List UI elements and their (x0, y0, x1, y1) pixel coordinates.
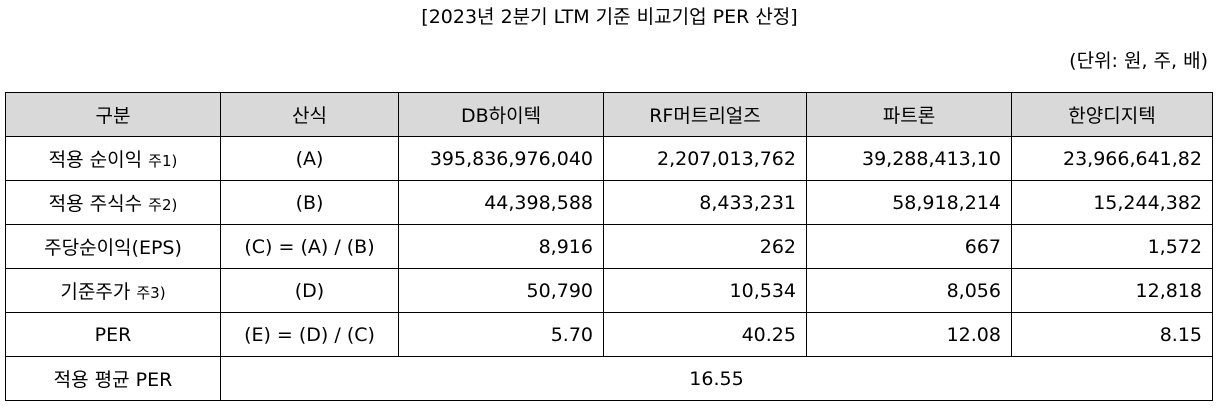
unit-note: (단위: 원, 주, 배) (1069, 50, 1208, 72)
row-label-cell: 주당순이익(EPS) (5, 224, 221, 269)
value-cell: 50,790 (398, 268, 604, 313)
formula-cell: (C) = (A) / (B) (220, 224, 399, 269)
value-cell: 1,572 (1011, 224, 1213, 269)
value-cell: 8,916 (398, 224, 604, 269)
value-cell: 395,836,976,040 (398, 136, 604, 181)
header-cell: 파트론 (806, 92, 1012, 137)
header-cell: RF머트리얼즈 (603, 92, 807, 137)
summary-label: 적용 평균 PER (5, 356, 221, 401)
value-cell: 23,966,641,82 (1011, 136, 1213, 181)
table-title: [2023년 2분기 LTM 기준 비교기업 PER 산정] (421, 6, 798, 28)
table-row: 기준주가 주3) (D) 50,790 10,534 8,056 12,818 (5, 268, 1213, 313)
value-cell: 667 (806, 224, 1012, 269)
table-header-row: 구분 산식 DB하이텍 RF머트리얼즈 파트론 한양디지텍 (5, 92, 1213, 137)
value-cell: 2,207,013,762 (603, 136, 807, 181)
value-cell: 15,244,382 (1011, 180, 1213, 225)
summary-row: 적용 평균 PER 16.55 (5, 356, 1213, 401)
table-row: 적용 순이익 주1) (A) 395,836,976,040 2,207,013… (5, 136, 1213, 181)
row-label: 적용 주식수 (48, 193, 143, 215)
value-cell: 10,534 (603, 268, 807, 313)
value-cell: 8,056 (806, 268, 1012, 313)
value-cell: 5.70 (398, 312, 604, 357)
formula-cell: (A) (220, 136, 399, 181)
row-label-cell: 적용 주식수 주2) (5, 180, 221, 225)
summary-value: 16.55 (220, 356, 1213, 401)
value-cell: 8,433,231 (603, 180, 807, 225)
value-cell: 39,288,413,10 (806, 136, 1012, 181)
value-cell: 58,918,214 (806, 180, 1012, 225)
table-row: 적용 주식수 주2) (B) 44,398,588 8,433,231 58,9… (5, 180, 1213, 225)
value-cell: 44,398,588 (398, 180, 604, 225)
row-label: 적용 순이익 (48, 149, 143, 171)
row-label-cell: 적용 순이익 주1) (5, 136, 221, 181)
table-row: 주당순이익(EPS) (C) = (A) / (B) 8,916 262 667… (5, 224, 1213, 269)
value-cell: 12.08 (806, 312, 1012, 357)
value-cell: 8.15 (1011, 312, 1213, 357)
row-label-cell: PER (5, 312, 221, 357)
formula-cell: (E) = (D) / (C) (220, 312, 399, 357)
table-row: PER (E) = (D) / (C) 5.70 40.25 12.08 8.1… (5, 312, 1213, 357)
row-label: 주당순이익(EPS) (44, 237, 182, 259)
header-cell: 한양디지텍 (1011, 92, 1213, 137)
header-cell: 구분 (5, 92, 221, 137)
value-cell: 262 (603, 224, 807, 269)
row-footnote: 주3) (136, 284, 166, 302)
formula-cell: (D) (220, 268, 399, 313)
value-cell: 12,818 (1011, 268, 1213, 313)
per-comparison-table: 구분 산식 DB하이텍 RF머트리얼즈 파트론 한양디지텍 적용 순이익 주1)… (5, 92, 1213, 401)
formula-cell: (B) (220, 180, 399, 225)
header-cell: DB하이텍 (398, 92, 604, 137)
row-label-cell: 기준주가 주3) (5, 268, 221, 313)
row-footnote: 주1) (148, 152, 178, 170)
header-cell: 산식 (220, 92, 399, 137)
value-cell: 40.25 (603, 312, 807, 357)
row-footnote: 주2) (148, 196, 178, 214)
row-label: PER (94, 323, 132, 346)
row-label: 기준주가 (60, 281, 131, 303)
